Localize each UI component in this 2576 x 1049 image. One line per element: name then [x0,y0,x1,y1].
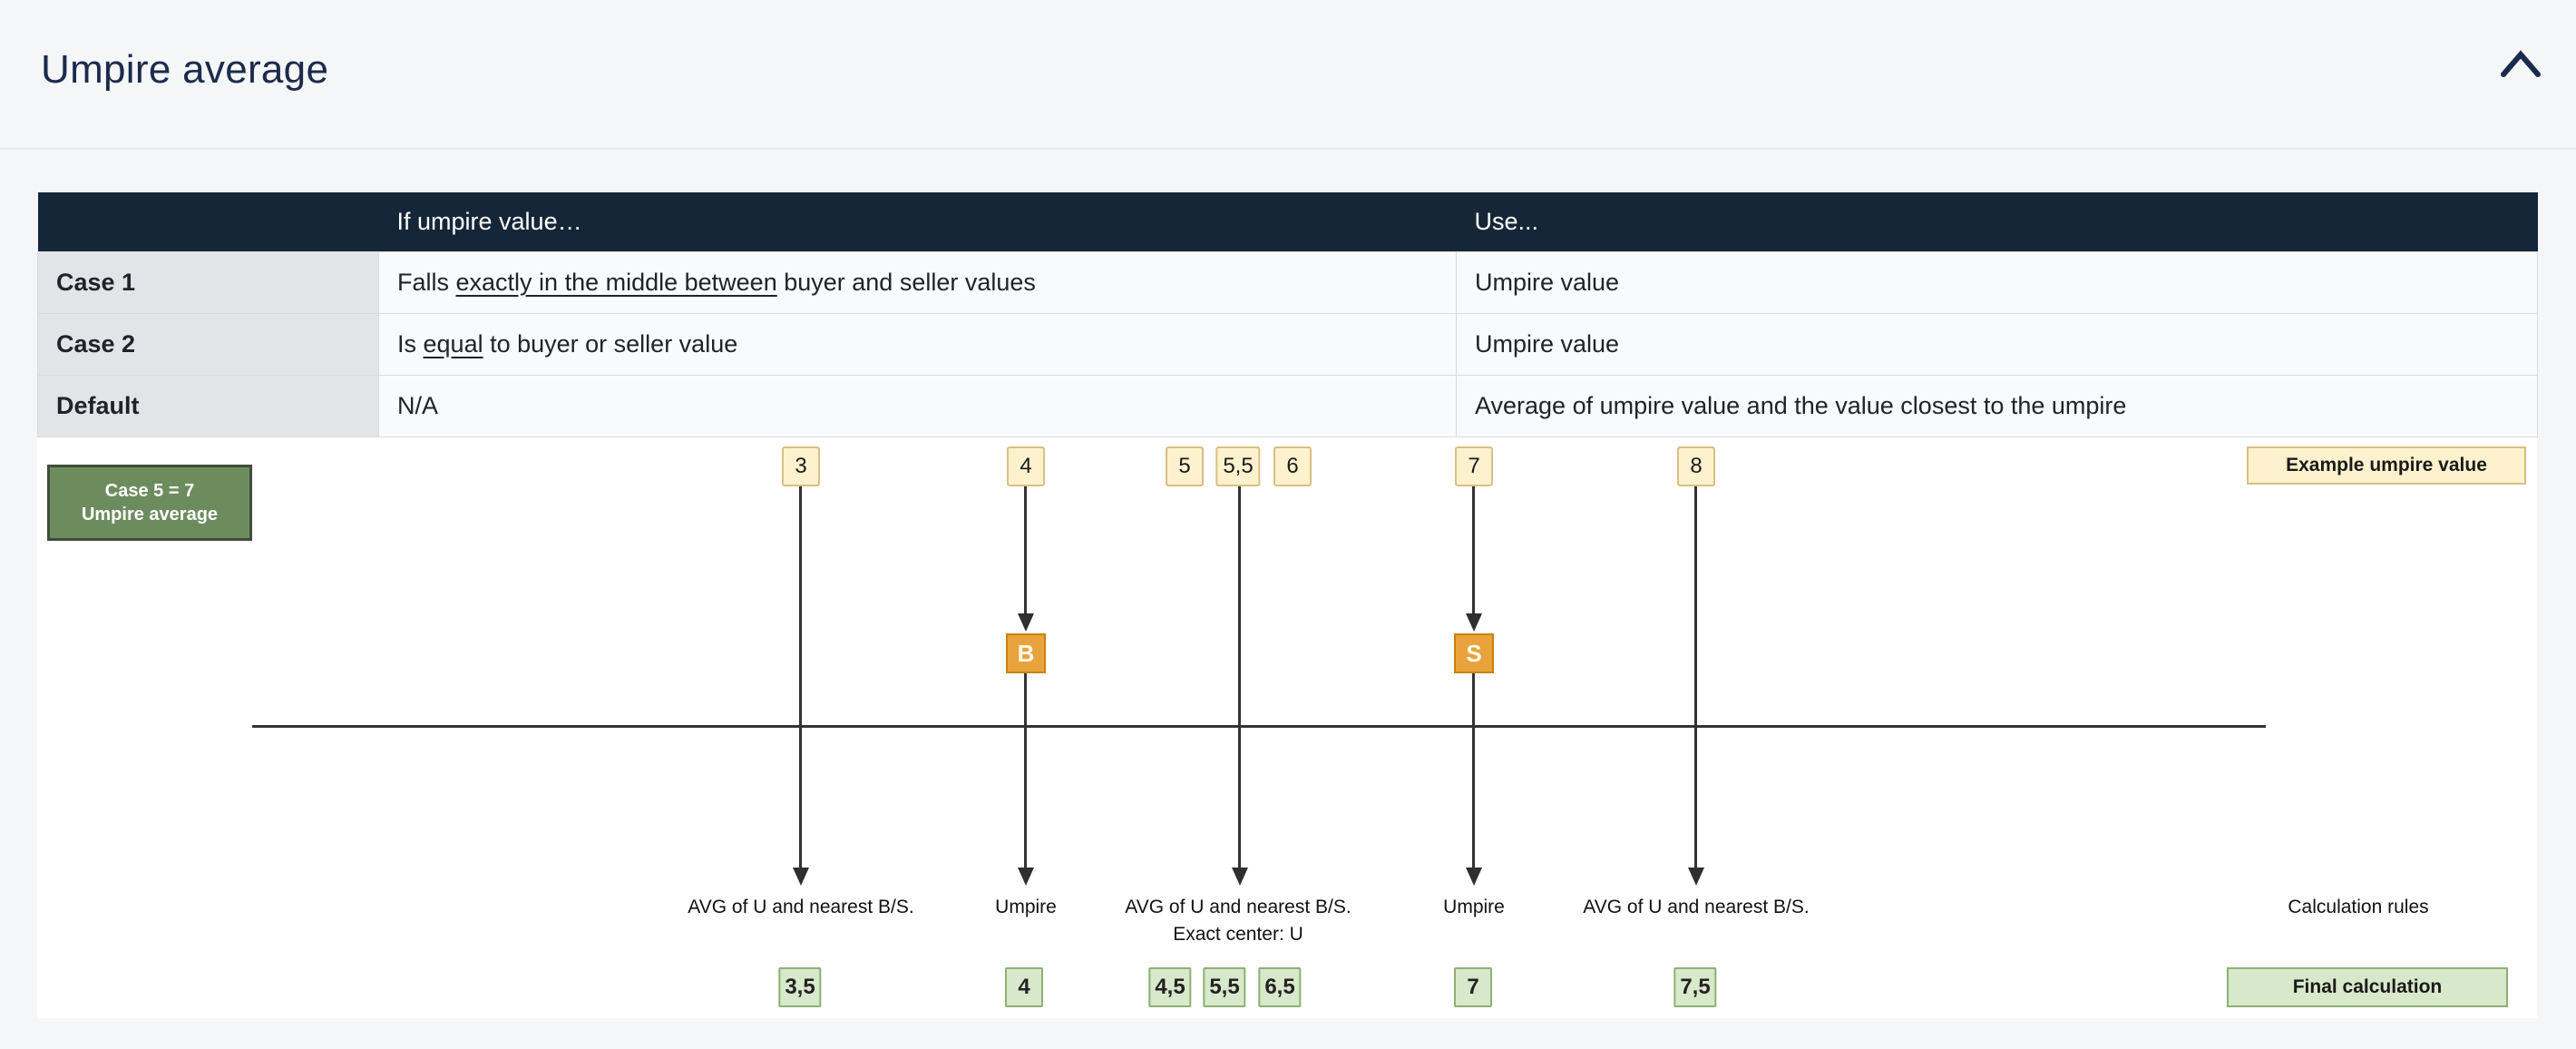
calc-label-exact-center: Exact center: U [1173,924,1303,945]
condition-text: to buyer or seller value [483,330,738,358]
result-box-7: 7 [1454,967,1492,1007]
row-label: Default [37,375,379,437]
case-badge-line1: Case 5 = 7 [104,481,195,501]
calc-label-avg-center: AVG of U and nearest B/S. [1125,897,1351,917]
condition-cell: Is equal to buyer or seller value [378,313,1457,376]
chevron-up-icon [2501,50,2541,77]
table-row-case2: Case 2 Is equal to buyer or seller value… [37,313,2538,376]
top-value-box-7: 7 [1455,446,1493,486]
result-box-6-5: 6,5 [1258,967,1302,1007]
drop-line-3 [799,486,802,868]
result-box-4-5: 4,5 [1148,967,1192,1007]
condition-text: Is [397,330,424,358]
arrowhead-down [1466,868,1482,886]
drop-line-4-lower [1024,673,1027,868]
arrowhead-down [1688,868,1704,886]
result-box-3-5: 3,5 [778,967,822,1007]
table-row-case1: Case 1 Falls exactly in the middle betwe… [37,251,2538,314]
case-badge: Case 5 = 7 Umpire average [47,465,252,541]
drop-line-7-upper [1472,486,1475,613]
header-cell-condition: If umpire value… [378,192,1457,252]
arrowhead-down [1466,613,1482,632]
table-header-row: If umpire value… Use... [37,192,2538,252]
use-cell: Umpire value [1456,251,2538,314]
top-value-box-8: 8 [1677,446,1715,486]
final-calculation-legend: Final calculation [2227,967,2508,1007]
drop-line-8 [1694,486,1697,868]
calculation-rules-label: Calculation rules [2288,897,2429,917]
example-umpire-value-legend: Example umpire value [2247,446,2526,485]
condition-cell: N/A [378,375,1457,437]
header-cell-empty [37,192,379,252]
header-divider [0,148,2576,150]
header-cell-use: Use... [1456,192,2538,252]
condition-underlined-text: equal [423,330,483,358]
umpire-rules-table: If umpire value… Use... Case 1 Falls exa… [37,192,2538,437]
calc-label-umpire-right: Umpire [1443,897,1505,917]
number-line [252,725,2266,728]
arrowhead-down [1018,868,1034,886]
top-value-box-5-5: 5,5 [1215,446,1261,486]
condition-cell: Falls exactly in the middle between buye… [378,251,1457,314]
condition-text: Falls [397,269,456,296]
arrowhead-down [1018,613,1034,632]
top-value-box-6: 6 [1273,446,1312,486]
drop-line-4-upper [1024,486,1027,613]
result-box-5-5: 5,5 [1203,967,1246,1007]
top-value-box-5: 5 [1166,446,1204,486]
content-card: If umpire value… Use... Case 1 Falls exa… [37,192,2538,1018]
calc-label-avg-right: AVG of U and nearest B/S. [1583,897,1810,917]
arrowhead-down [793,868,809,886]
case-badge-line2: Umpire average [81,505,219,524]
row-label: Case 1 [37,251,379,314]
arrowhead-down [1232,868,1248,886]
seller-marker: S [1454,633,1494,673]
table-row-default: Default N/A Average of umpire value and … [37,375,2538,437]
drop-line-5-5 [1238,486,1241,868]
calc-label-avg-left: AVG of U and nearest B/S. [688,897,914,917]
collapse-panel-button[interactable] [2493,40,2549,91]
result-box-4: 4 [1005,967,1043,1007]
page-title: Umpire average [41,47,329,92]
drop-line-7-lower [1472,673,1475,868]
top-value-box-3: 3 [782,446,820,486]
row-label: Case 2 [37,313,379,376]
calc-label-umpire-left: Umpire [995,897,1057,917]
condition-text: buyer and seller values [776,269,1036,296]
top-value-box-4: 4 [1007,446,1045,486]
buyer-marker: B [1006,633,1046,673]
use-cell: Average of umpire value and the value cl… [1456,375,2538,437]
result-box-7-5: 7,5 [1673,967,1717,1007]
use-cell: Umpire value [1456,313,2538,376]
condition-text: N/A [397,392,439,419]
condition-underlined-text: exactly in the middle between [455,269,777,296]
